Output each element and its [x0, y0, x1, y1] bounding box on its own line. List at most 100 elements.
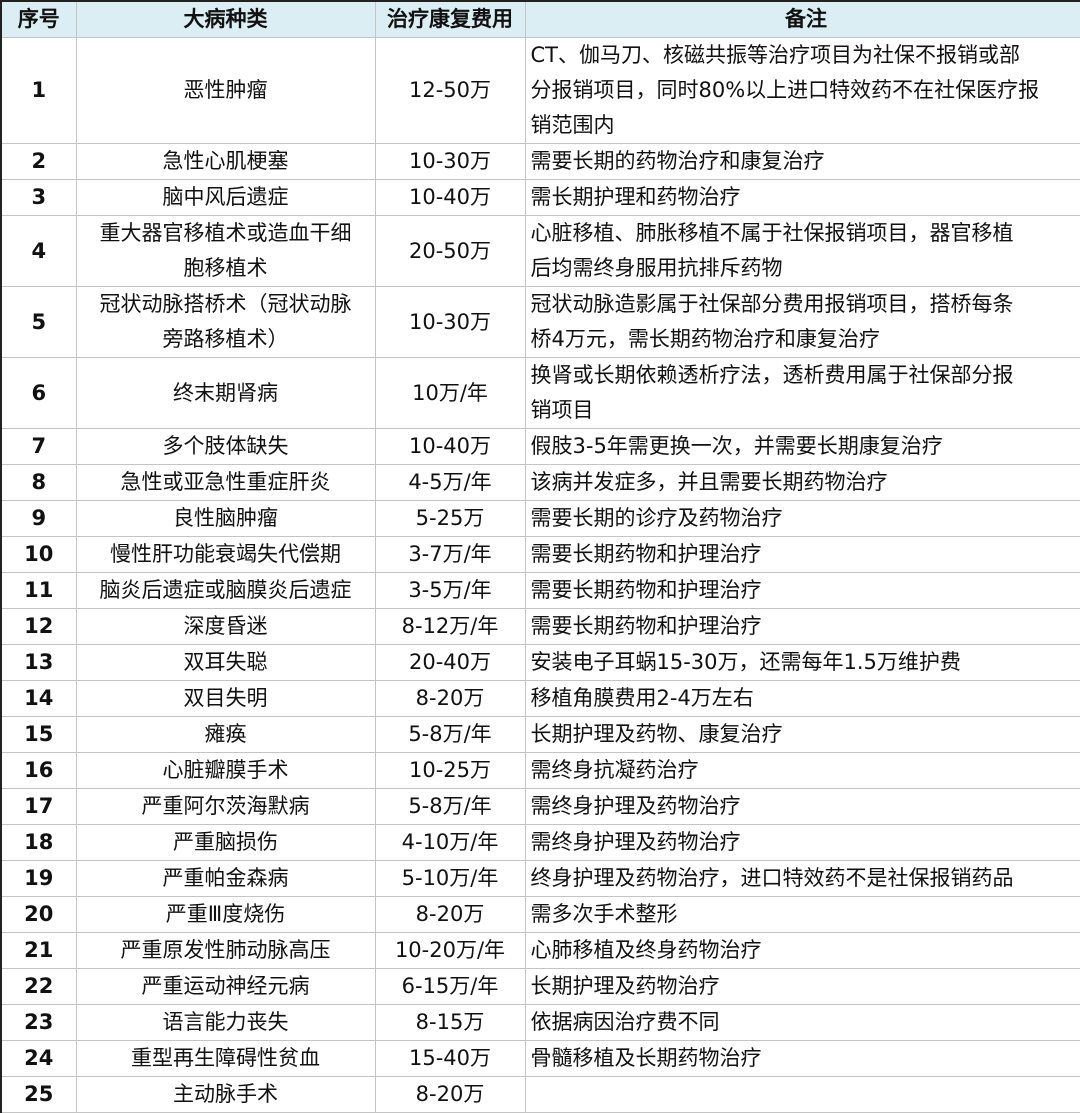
note-line: 需要长期药物和护理治疗	[531, 609, 1080, 644]
disease-line: 旁路移植术）	[77, 322, 375, 357]
note: CT、伽马刀、核磁共振等治疗项目为社保不报销或部分报销项目，同时80%以上进口特…	[525, 38, 1080, 144]
disease-line: 重型再生障碍性贫血	[77, 1041, 375, 1076]
note: 骨髓移植及长期药物治疗	[525, 1041, 1080, 1077]
row-index: 3	[1, 180, 76, 216]
note-line: 需多次手术整形	[531, 897, 1080, 932]
disease-line: 慢性肝功能衰竭失代偿期	[77, 537, 375, 572]
note: 假肢3-5年需更换一次，并需要长期康复治疗	[525, 429, 1080, 465]
treatment-cost: 10-40万	[375, 180, 525, 216]
disease-name: 脑炎后遗症或脑膜炎后遗症	[76, 573, 375, 609]
treatment-cost: 5-8万/年	[375, 789, 525, 825]
note: 心肺移植及终身药物治疗	[525, 933, 1080, 969]
disease-name: 多个肢体缺失	[76, 429, 375, 465]
note: 需要长期的诊疗及药物治疗	[525, 501, 1080, 537]
treatment-cost: 3-5万/年	[375, 573, 525, 609]
note: 需要长期药物和护理治疗	[525, 537, 1080, 573]
header-cost: 治疗康复费用	[375, 1, 525, 38]
treatment-cost: 10-30万	[375, 144, 525, 180]
disease-line: 严重阿尔茨海默病	[77, 789, 375, 824]
note-line: 假肢3-5年需更换一次，并需要长期康复治疗	[531, 429, 1080, 464]
disease-name: 深度昏迷	[76, 609, 375, 645]
note-line: 需要长期的药物治疗和康复治疗	[531, 144, 1080, 179]
disease-name: 严重帕金森病	[76, 861, 375, 897]
disease-line: 双目失明	[77, 681, 375, 716]
row-index: 10	[1, 537, 76, 573]
row-index: 17	[1, 789, 76, 825]
note-line: 需要长期药物和护理治疗	[531, 573, 1080, 608]
note-line: 换肾或长期依赖透析疗法，透析费用属于社保部分报	[531, 358, 1080, 393]
treatment-cost: 10-20万/年	[375, 933, 525, 969]
row-index: 16	[1, 753, 76, 789]
note: 需多次手术整形	[525, 897, 1080, 933]
disease-line: 恶性肿瘤	[77, 73, 375, 108]
disease-line: 语言能力丧失	[77, 1005, 375, 1040]
note-line: 桥4万元，需长期药物治疗和康复治疗	[531, 322, 1080, 357]
row-index: 21	[1, 933, 76, 969]
treatment-cost: 8-15万	[375, 1005, 525, 1041]
treatment-cost: 10-40万	[375, 429, 525, 465]
note: 依据病因治疗费不同	[525, 1005, 1080, 1041]
treatment-cost: 4-5万/年	[375, 465, 525, 501]
treatment-cost: 8-20万	[375, 1077, 525, 1113]
row-index: 11	[1, 573, 76, 609]
disease-name: 冠状动脉搭桥术（冠状动脉旁路移植术）	[76, 287, 375, 358]
disease-line: 心脏瓣膜手术	[77, 753, 375, 788]
header-row: 序号 大病种类 治疗康复费用 备注	[1, 1, 1080, 38]
note-line: 骨髓移植及长期药物治疗	[531, 1041, 1080, 1076]
treatment-cost: 15-40万	[375, 1041, 525, 1077]
disease-line: 严重原发性肺动脉高压	[77, 933, 375, 968]
treatment-cost: 4-10万/年	[375, 825, 525, 861]
note-line: 心脏移植、肺胀移植不属于社保报销项目，器官移植	[531, 216, 1080, 251]
row-index: 12	[1, 609, 76, 645]
row-index: 4	[1, 216, 76, 287]
note-line: 分报销项目，同时80%以上进口特效药不在社保医疗报	[531, 73, 1080, 108]
row-index: 7	[1, 429, 76, 465]
disease-name: 恶性肿瘤	[76, 38, 375, 144]
note: 需要长期药物和护理治疗	[525, 573, 1080, 609]
note-line: 长期护理及药物治疗	[531, 969, 1080, 1004]
disease-name: 双耳失聪	[76, 645, 375, 681]
row-index: 22	[1, 969, 76, 1005]
row-index: 19	[1, 861, 76, 897]
note-line: 销项目	[531, 393, 1080, 428]
note: 冠状动脉造影属于社保部分费用报销项目，搭桥每条桥4万元，需长期药物治疗和康复治疗	[525, 287, 1080, 358]
disease-name: 严重原发性肺动脉高压	[76, 933, 375, 969]
note: 需终身抗凝药治疗	[525, 753, 1080, 789]
note-line: 销范围内	[531, 108, 1080, 143]
disease-line: 重大器官移植术或造血干细	[77, 216, 375, 251]
disease-line: 急性或亚急性重症肝炎	[77, 465, 375, 500]
disease-line: 深度昏迷	[77, 609, 375, 644]
note-line: 该病并发症多，并且需要长期药物治疗	[531, 465, 1080, 500]
disease-line: 脑炎后遗症或脑膜炎后遗症	[77, 573, 375, 608]
row-index: 9	[1, 501, 76, 537]
disease-line: 终末期肾病	[77, 376, 375, 411]
disease-line: 严重Ⅲ度烧伤	[77, 897, 375, 932]
note: 心脏移植、肺胀移植不属于社保报销项目，器官移植后均需终身服用抗排斥药物	[525, 216, 1080, 287]
row-index: 14	[1, 681, 76, 717]
treatment-cost: 10-30万	[375, 287, 525, 358]
note: 需终身护理及药物治疗	[525, 789, 1080, 825]
disease-line: 胞移植术	[77, 251, 375, 286]
note-line: 安装电子耳蜗15-30万，还需每年1.5万维护费	[531, 645, 1080, 680]
treatment-cost: 5-8万/年	[375, 717, 525, 753]
treatment-cost: 10-25万	[375, 753, 525, 789]
treatment-cost: 5-25万	[375, 501, 525, 537]
note: 安装电子耳蜗15-30万，还需每年1.5万维护费	[525, 645, 1080, 681]
row-index: 18	[1, 825, 76, 861]
disease-name: 双目失明	[76, 681, 375, 717]
row-index: 6	[1, 358, 76, 429]
note: 长期护理及药物、康复治疗	[525, 717, 1080, 753]
treatment-cost: 8-20万	[375, 897, 525, 933]
disease-name: 语言能力丧失	[76, 1005, 375, 1041]
row-index: 5	[1, 287, 76, 358]
